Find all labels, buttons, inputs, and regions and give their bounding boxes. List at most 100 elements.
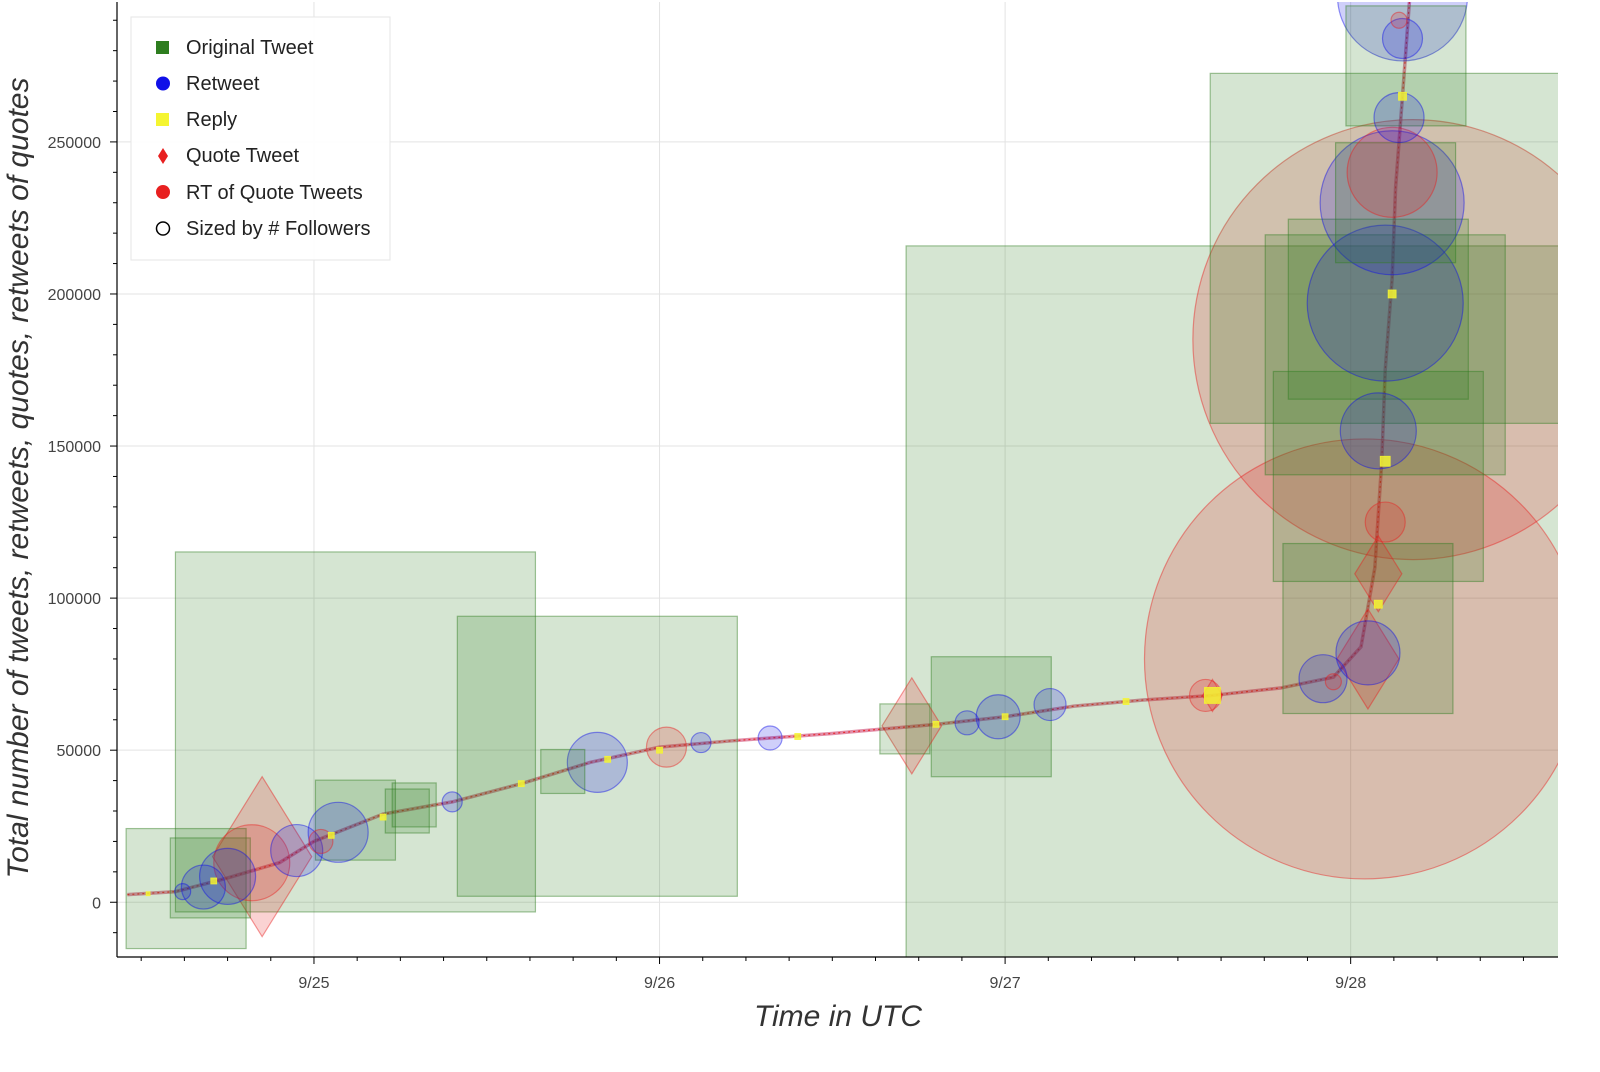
rt-of-quote-tweets-marker — [213, 824, 291, 902]
reply-marker — [1398, 91, 1407, 101]
legend-label-rt-of-quote-tweets: RT of Quote Tweets — [186, 182, 363, 204]
retweet-marker — [1381, 17, 1424, 60]
retweet-marker — [174, 883, 192, 901]
reply-marker — [604, 755, 612, 763]
original-tweet-marker — [1334, 142, 1457, 264]
legend-label-sized-by-followers: Sized by # Followers — [186, 218, 371, 240]
retweet-marker — [1298, 654, 1348, 704]
reply-marker — [379, 813, 387, 821]
retweet-marker — [180, 864, 226, 910]
legend-diamond-icon — [158, 148, 168, 164]
legend-item-reply: Reply — [156, 109, 237, 131]
rt-of-quote-tweets-marker — [1390, 11, 1408, 29]
legend-item-retweet: Retweet — [156, 73, 260, 95]
reply-marker — [327, 831, 335, 839]
reply-marker — [1122, 698, 1130, 705]
legend-square-icon — [156, 41, 169, 54]
y-tick-label: 0 — [92, 895, 101, 912]
axes-layer: 0 50000 100000 150000 200000 250000 9/25 9/26 9/… — [48, 2, 1558, 992]
x-tick-label: 9/28 — [1335, 975, 1366, 992]
rt-of-quote-tweets-marker — [1364, 501, 1406, 543]
retweet-marker — [1033, 687, 1067, 722]
rt-of-quote-tweets-marker — [308, 828, 334, 855]
x-tick-label: 9/25 — [298, 975, 329, 992]
reply-marker — [1387, 289, 1397, 299]
reply-marker — [1001, 713, 1009, 721]
retweet-marker — [1339, 392, 1417, 470]
marks-layer — [125, 2, 1558, 957]
original-tweet-marker — [540, 748, 586, 795]
retweet-marker — [954, 710, 980, 736]
y-tick-label: 100000 — [48, 591, 101, 608]
reply-marker — [1379, 455, 1391, 467]
y-axis-title: Total number of tweets, retweets, quotes… — [2, 78, 35, 879]
cumulative-trend-dots — [127, 2, 1411, 896]
reply-marker — [932, 720, 940, 728]
retweet-marker — [690, 731, 712, 754]
original-tweet-marker — [125, 827, 247, 950]
retweet-marker — [1319, 130, 1465, 276]
reply-marker — [794, 733, 802, 740]
legend-circle-icon — [156, 185, 170, 199]
legend-item-rt-of-quote-tweets: RT of Quote Tweets — [156, 182, 363, 204]
reply-marker — [210, 877, 218, 885]
original-tweet-marker — [1209, 72, 1558, 424]
retweet-marker — [270, 823, 324, 878]
original-tweet-marker — [169, 837, 251, 919]
legend-item-sized-by-followers: Sized by # Followers — [155, 218, 371, 240]
legend-box — [130, 16, 391, 261]
original-tweet-marker — [456, 615, 738, 897]
x-tick-label: 9/26 — [644, 975, 675, 992]
quote-tweet-marker — [1336, 607, 1400, 711]
original-tweet-marker — [391, 782, 437, 828]
original-tweet-marker — [1264, 234, 1506, 476]
reply-marker — [656, 746, 663, 754]
legend-circle-outline-icon — [155, 221, 171, 236]
x-tick-label: 9/27 — [990, 975, 1021, 992]
legend-item-original-tweet: Original Tweet — [156, 37, 314, 59]
retweet-marker — [441, 791, 463, 813]
y-tick-label: 200000 — [48, 287, 101, 304]
retweet-marker — [198, 847, 257, 906]
reply-marker — [145, 891, 151, 897]
legend: Original Tweet Retweet Reply Quote Tweet… — [130, 16, 391, 261]
original-tweet-marker — [930, 656, 1052, 778]
legend-label-original-tweet: Original Tweet — [186, 37, 314, 59]
grid-layer — [117, 2, 1558, 957]
rt-of-quote-tweets-marker — [1324, 673, 1342, 691]
y-tick-label: 150000 — [48, 439, 101, 456]
retweet-marker — [1337, 2, 1468, 62]
legend-item-quote-tweet: Quote Tweet — [158, 145, 299, 167]
y-tick-label: 250000 — [48, 135, 101, 152]
retweet-marker — [975, 694, 1021, 740]
original-tweet-marker — [1287, 218, 1469, 400]
quote-tweet-marker — [881, 676, 943, 775]
rt-of-quote-tweets-marker — [1192, 119, 1558, 561]
legend-label-retweet: Retweet — [186, 73, 260, 95]
retweet-marker — [757, 725, 783, 751]
reply-marker — [517, 780, 525, 788]
original-tweet-marker — [1282, 542, 1454, 715]
retweet-marker — [1335, 620, 1401, 686]
original-tweet-marker — [1345, 5, 1467, 127]
quote-tweet-marker — [211, 775, 313, 938]
retweet-marker — [1306, 224, 1464, 382]
legend-square-icon — [156, 113, 169, 126]
legend-label-reply: Reply — [186, 109, 237, 131]
x-axis-title: Time in UTC — [754, 1000, 922, 1033]
rt-of-quote-tweets-marker — [645, 726, 688, 768]
retweet-marker — [307, 801, 369, 863]
legend-circle-icon — [156, 76, 170, 91]
reply-marker — [1204, 687, 1221, 704]
rt-of-quote-tweets-marker — [1346, 126, 1438, 218]
original-tweet-marker — [879, 703, 931, 755]
original-tweet-marker — [1272, 370, 1484, 583]
original-tweet-marker — [384, 788, 430, 834]
y-tick-label: 50000 — [57, 743, 102, 760]
rt-of-quote-tweets-marker — [1143, 438, 1558, 880]
original-tweet-marker — [905, 245, 1558, 957]
reply-marker — [1373, 599, 1383, 609]
original-tweet-marker — [174, 551, 537, 913]
retweet-marker — [566, 731, 628, 793]
